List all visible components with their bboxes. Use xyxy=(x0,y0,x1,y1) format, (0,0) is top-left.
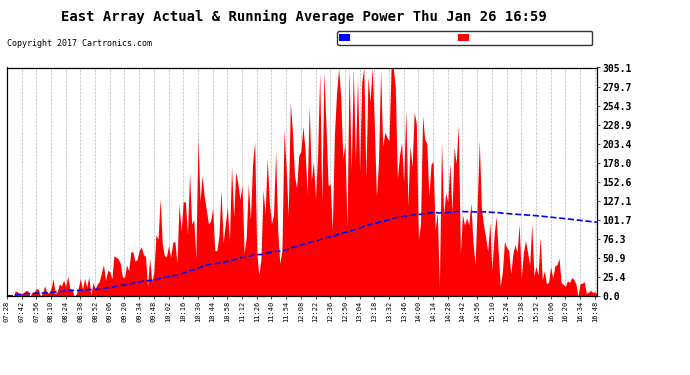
Text: East Array Actual & Running Average Power Thu Jan 26 16:59: East Array Actual & Running Average Powe… xyxy=(61,9,546,24)
Legend: Average  (DC Watts), East Array  (DC Watts): Average (DC Watts), East Array (DC Watts… xyxy=(337,31,592,45)
Text: Copyright 2017 Cartronics.com: Copyright 2017 Cartronics.com xyxy=(7,39,152,48)
